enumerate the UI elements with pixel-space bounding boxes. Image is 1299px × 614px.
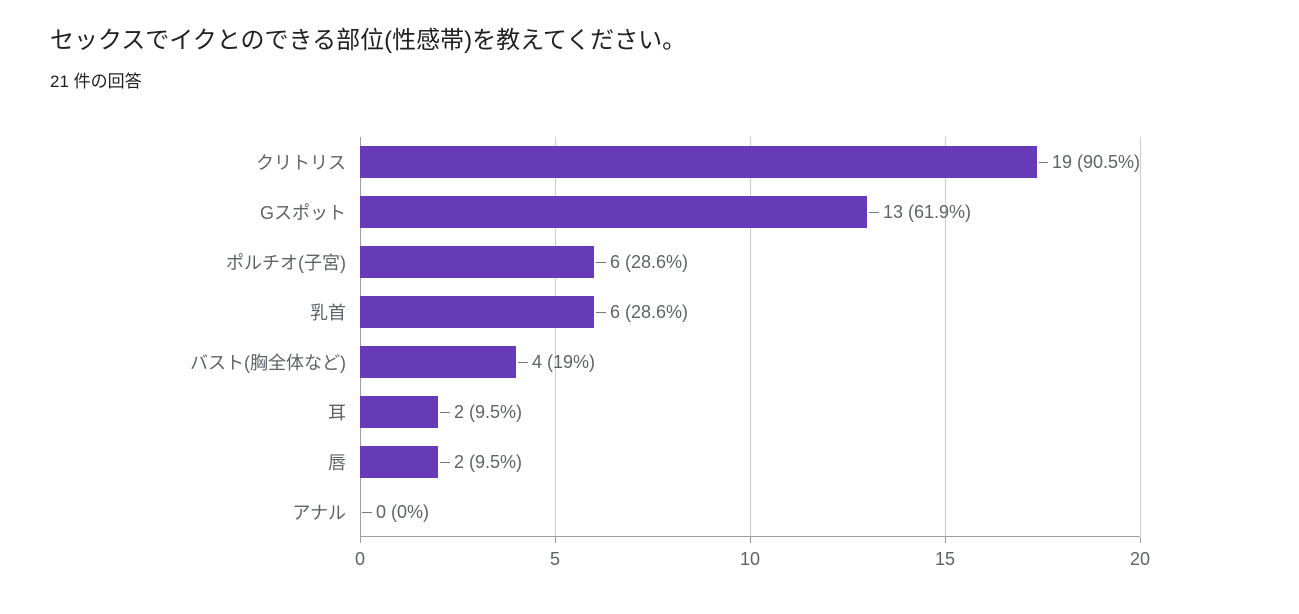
category-label: バスト(胸全体など) bbox=[190, 349, 346, 375]
bar-row: 唇2 (9.5%) bbox=[360, 437, 1140, 487]
value-tick bbox=[362, 512, 372, 513]
chart-subtitle: 21 件の回答 bbox=[50, 67, 1269, 92]
value-tick bbox=[1039, 162, 1048, 163]
value-label: 0 (0%) bbox=[376, 502, 429, 523]
value-label: 6 (28.6%) bbox=[610, 302, 688, 323]
bar-row: クリトリス19 (90.5%) bbox=[360, 137, 1140, 187]
bar-row: 耳2 (9.5%) bbox=[360, 387, 1140, 437]
bar-row: バスト(胸全体など)4 (19%) bbox=[360, 337, 1140, 387]
bar bbox=[360, 296, 594, 328]
chart-title: セックスでイクとのできる部位(性感帯)を教えてください。 bbox=[50, 20, 1269, 55]
x-tick-label: 5 bbox=[550, 537, 560, 570]
bar bbox=[360, 346, 516, 378]
x-tick-label: 20 bbox=[1130, 537, 1150, 570]
chart-container: セックスでイクとのできる部位(性感帯)を教えてください。 21 件の回答 クリト… bbox=[0, 0, 1299, 597]
chart-area: クリトリス19 (90.5%)Gスポット13 (61.9%)ポルチオ(子宮)6 … bbox=[180, 137, 1260, 577]
value-label: 2 (9.5%) bbox=[454, 402, 522, 423]
value-label: 6 (28.6%) bbox=[610, 252, 688, 273]
plot-region: クリトリス19 (90.5%)Gスポット13 (61.9%)ポルチオ(子宮)6 … bbox=[360, 137, 1140, 537]
x-tick-label: 0 bbox=[355, 537, 365, 570]
category-label: 耳 bbox=[328, 399, 346, 425]
bar bbox=[360, 246, 594, 278]
value-label: 4 (19%) bbox=[532, 352, 595, 373]
bar-row: ポルチオ(子宮)6 (28.6%) bbox=[360, 237, 1140, 287]
value-label: 2 (9.5%) bbox=[454, 452, 522, 473]
value-tick bbox=[518, 362, 528, 363]
category-label: 唇 bbox=[328, 449, 346, 475]
bar bbox=[360, 446, 438, 478]
category-label: ポルチオ(子宮) bbox=[226, 249, 346, 275]
x-tick-label: 15 bbox=[935, 537, 955, 570]
category-label: アナル bbox=[292, 499, 346, 525]
value-tick bbox=[869, 212, 879, 213]
category-label: クリトリス bbox=[256, 149, 346, 175]
value-tick bbox=[440, 462, 450, 463]
value-tick bbox=[440, 412, 450, 413]
x-tick-label: 10 bbox=[740, 537, 760, 570]
bar-row: Gスポット13 (61.9%) bbox=[360, 187, 1140, 237]
value-tick bbox=[596, 312, 606, 313]
value-label: 13 (61.9%) bbox=[883, 202, 971, 223]
category-label: Gスポット bbox=[260, 199, 346, 225]
bar-row: アナル0 (0%) bbox=[360, 487, 1140, 537]
bar bbox=[360, 146, 1037, 178]
bar bbox=[360, 196, 867, 228]
grid-line bbox=[1140, 137, 1141, 536]
category-label: 乳首 bbox=[310, 299, 346, 325]
x-axis: 05101520 bbox=[360, 537, 1140, 577]
bar-row: 乳首6 (28.6%) bbox=[360, 287, 1140, 337]
bar bbox=[360, 396, 438, 428]
value-tick bbox=[596, 262, 606, 263]
value-label: 19 (90.5%) bbox=[1052, 152, 1140, 173]
